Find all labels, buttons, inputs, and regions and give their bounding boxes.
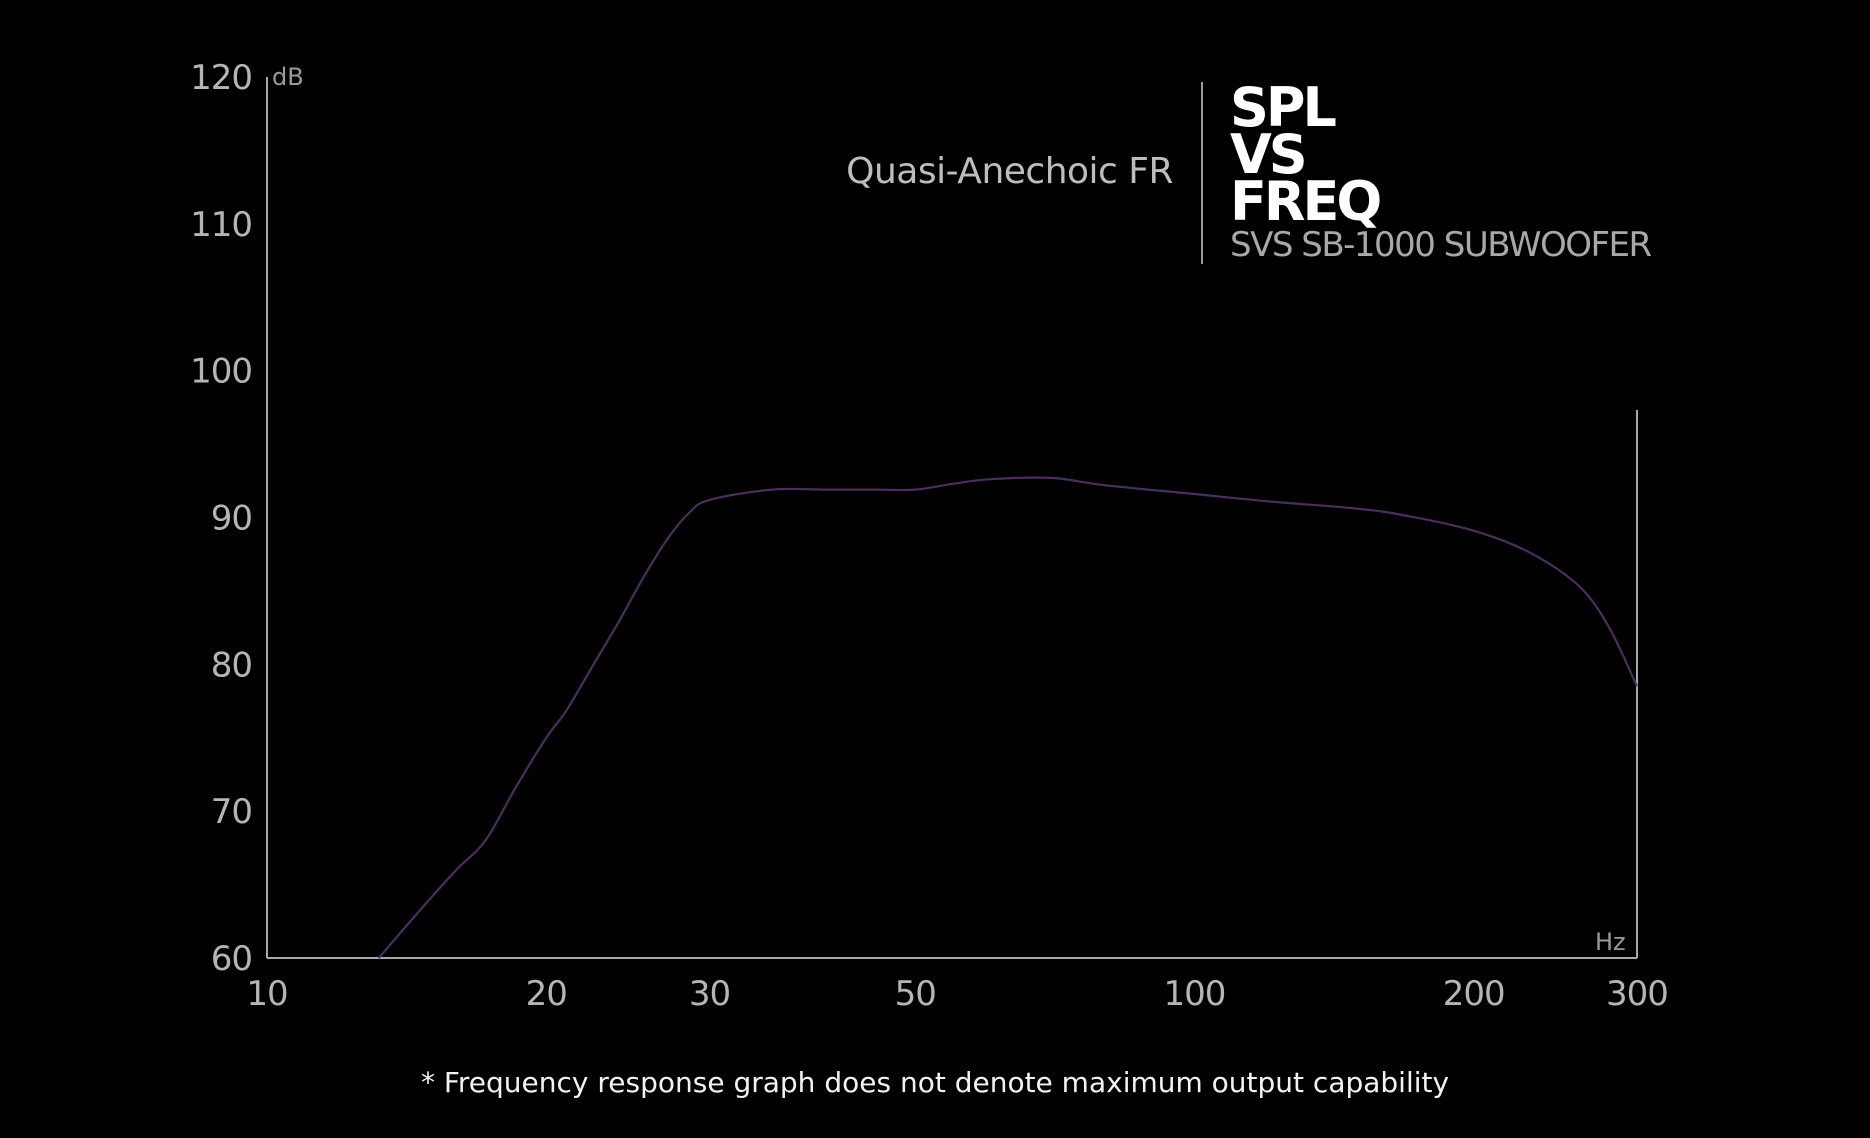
x-tick-label: 300 (1606, 974, 1668, 1014)
x-tick-label: 10 (246, 974, 287, 1014)
y-tick-label: 70 (211, 792, 252, 832)
title-line-vs: VS (1230, 123, 1305, 186)
y-tick-label: 80 (211, 645, 252, 685)
y-tick-label: 120 (190, 58, 252, 98)
title-line-spl: SPL (1230, 76, 1335, 139)
y-tick-label: 90 (211, 499, 252, 539)
x-tick-label: 100 (1164, 974, 1226, 1014)
title-line-freq: FREQ (1230, 170, 1380, 233)
x-axis-unit-label: Hz (1595, 928, 1626, 956)
frequency-response-line (377, 476, 1638, 959)
x-tick-label: 50 (895, 974, 936, 1014)
model-name: SVS SB-1000 SUBWOOFER (1230, 225, 1652, 265)
y-tick-label: 60 (211, 939, 252, 979)
chart-subtitle: Quasi-Anechoic FR (846, 151, 1173, 192)
x-tick-label: 30 (689, 974, 730, 1014)
x-tick-label: 20 (526, 974, 567, 1014)
footnote: * Frequency response graph does not deno… (421, 1066, 1449, 1099)
x-axis-tick-labels: 10 20 30 50 100 200 300 (246, 974, 1669, 1014)
x-tick-label: 200 (1443, 974, 1505, 1014)
y-axis-tick-labels: 120 110 100 90 80 70 60 (190, 58, 253, 979)
y-axis-unit-label: dB (272, 63, 304, 91)
y-tick-label: 110 (190, 205, 252, 245)
y-tick-label: 100 (190, 352, 252, 392)
